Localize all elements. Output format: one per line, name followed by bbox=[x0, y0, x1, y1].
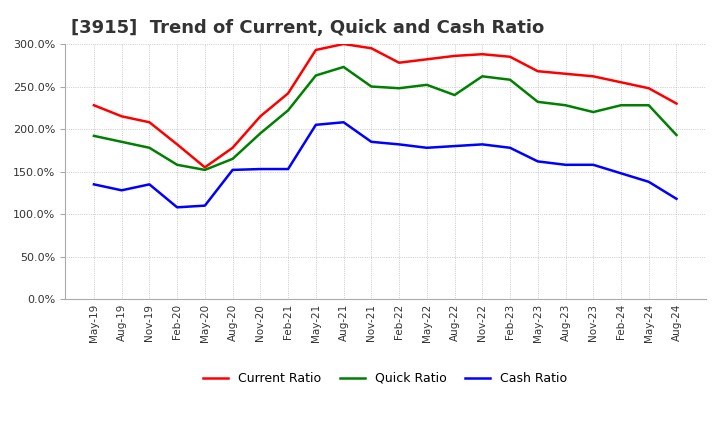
Cash Ratio bbox=[117, 188, 126, 193]
Quick Ratio bbox=[561, 103, 570, 108]
Current Ratio bbox=[284, 91, 292, 96]
Quick Ratio bbox=[534, 99, 542, 104]
Cash Ratio bbox=[89, 182, 98, 187]
Cash Ratio bbox=[616, 171, 625, 176]
Current Ratio bbox=[534, 69, 542, 74]
Cash Ratio bbox=[505, 145, 514, 150]
Legend: Current Ratio, Quick Ratio, Cash Ratio: Current Ratio, Quick Ratio, Cash Ratio bbox=[198, 367, 572, 390]
Current Ratio bbox=[423, 57, 431, 62]
Current Ratio bbox=[89, 103, 98, 108]
Quick Ratio bbox=[256, 131, 265, 136]
Quick Ratio bbox=[173, 162, 181, 168]
Current Ratio bbox=[145, 120, 154, 125]
Cash Ratio bbox=[201, 203, 210, 208]
Current Ratio bbox=[339, 41, 348, 47]
Quick Ratio bbox=[505, 77, 514, 82]
Quick Ratio bbox=[89, 133, 98, 139]
Quick Ratio bbox=[367, 84, 376, 89]
Current Ratio bbox=[616, 80, 625, 85]
Quick Ratio bbox=[201, 167, 210, 172]
Quick Ratio bbox=[228, 156, 237, 161]
Current Ratio bbox=[561, 71, 570, 77]
Quick Ratio bbox=[478, 73, 487, 79]
Line: Current Ratio: Current Ratio bbox=[94, 44, 677, 167]
Current Ratio bbox=[644, 86, 653, 91]
Cash Ratio bbox=[534, 159, 542, 164]
Current Ratio bbox=[505, 54, 514, 59]
Quick Ratio bbox=[284, 108, 292, 113]
Current Ratio bbox=[117, 114, 126, 119]
Quick Ratio bbox=[339, 64, 348, 70]
Cash Ratio bbox=[423, 145, 431, 150]
Cash Ratio bbox=[228, 167, 237, 172]
Quick Ratio bbox=[423, 82, 431, 88]
Quick Ratio bbox=[312, 73, 320, 78]
Quick Ratio bbox=[672, 132, 681, 138]
Line: Quick Ratio: Quick Ratio bbox=[94, 67, 677, 170]
Current Ratio bbox=[173, 142, 181, 147]
Text: [3915]  Trend of Current, Quick and Cash Ratio: [3915] Trend of Current, Quick and Cash … bbox=[71, 19, 544, 37]
Cash Ratio bbox=[672, 196, 681, 202]
Quick Ratio bbox=[616, 103, 625, 108]
Current Ratio bbox=[367, 46, 376, 51]
Current Ratio bbox=[589, 73, 598, 79]
Cash Ratio bbox=[450, 143, 459, 149]
Cash Ratio bbox=[395, 142, 403, 147]
Quick Ratio bbox=[395, 86, 403, 91]
Cash Ratio bbox=[339, 120, 348, 125]
Current Ratio bbox=[395, 60, 403, 66]
Cash Ratio bbox=[173, 205, 181, 210]
Cash Ratio bbox=[561, 162, 570, 168]
Cash Ratio bbox=[478, 142, 487, 147]
Current Ratio bbox=[201, 165, 210, 170]
Cash Ratio bbox=[644, 179, 653, 184]
Current Ratio bbox=[228, 145, 237, 150]
Cash Ratio bbox=[256, 166, 265, 172]
Quick Ratio bbox=[644, 103, 653, 108]
Line: Cash Ratio: Cash Ratio bbox=[94, 122, 677, 207]
Cash Ratio bbox=[145, 182, 154, 187]
Current Ratio bbox=[450, 53, 459, 59]
Current Ratio bbox=[256, 114, 265, 119]
Quick Ratio bbox=[450, 92, 459, 98]
Cash Ratio bbox=[312, 122, 320, 128]
Quick Ratio bbox=[145, 145, 154, 150]
Current Ratio bbox=[478, 51, 487, 57]
Cash Ratio bbox=[367, 139, 376, 144]
Current Ratio bbox=[672, 101, 681, 106]
Current Ratio bbox=[312, 48, 320, 53]
Quick Ratio bbox=[117, 139, 126, 144]
Quick Ratio bbox=[589, 110, 598, 115]
Cash Ratio bbox=[284, 166, 292, 172]
Cash Ratio bbox=[589, 162, 598, 168]
